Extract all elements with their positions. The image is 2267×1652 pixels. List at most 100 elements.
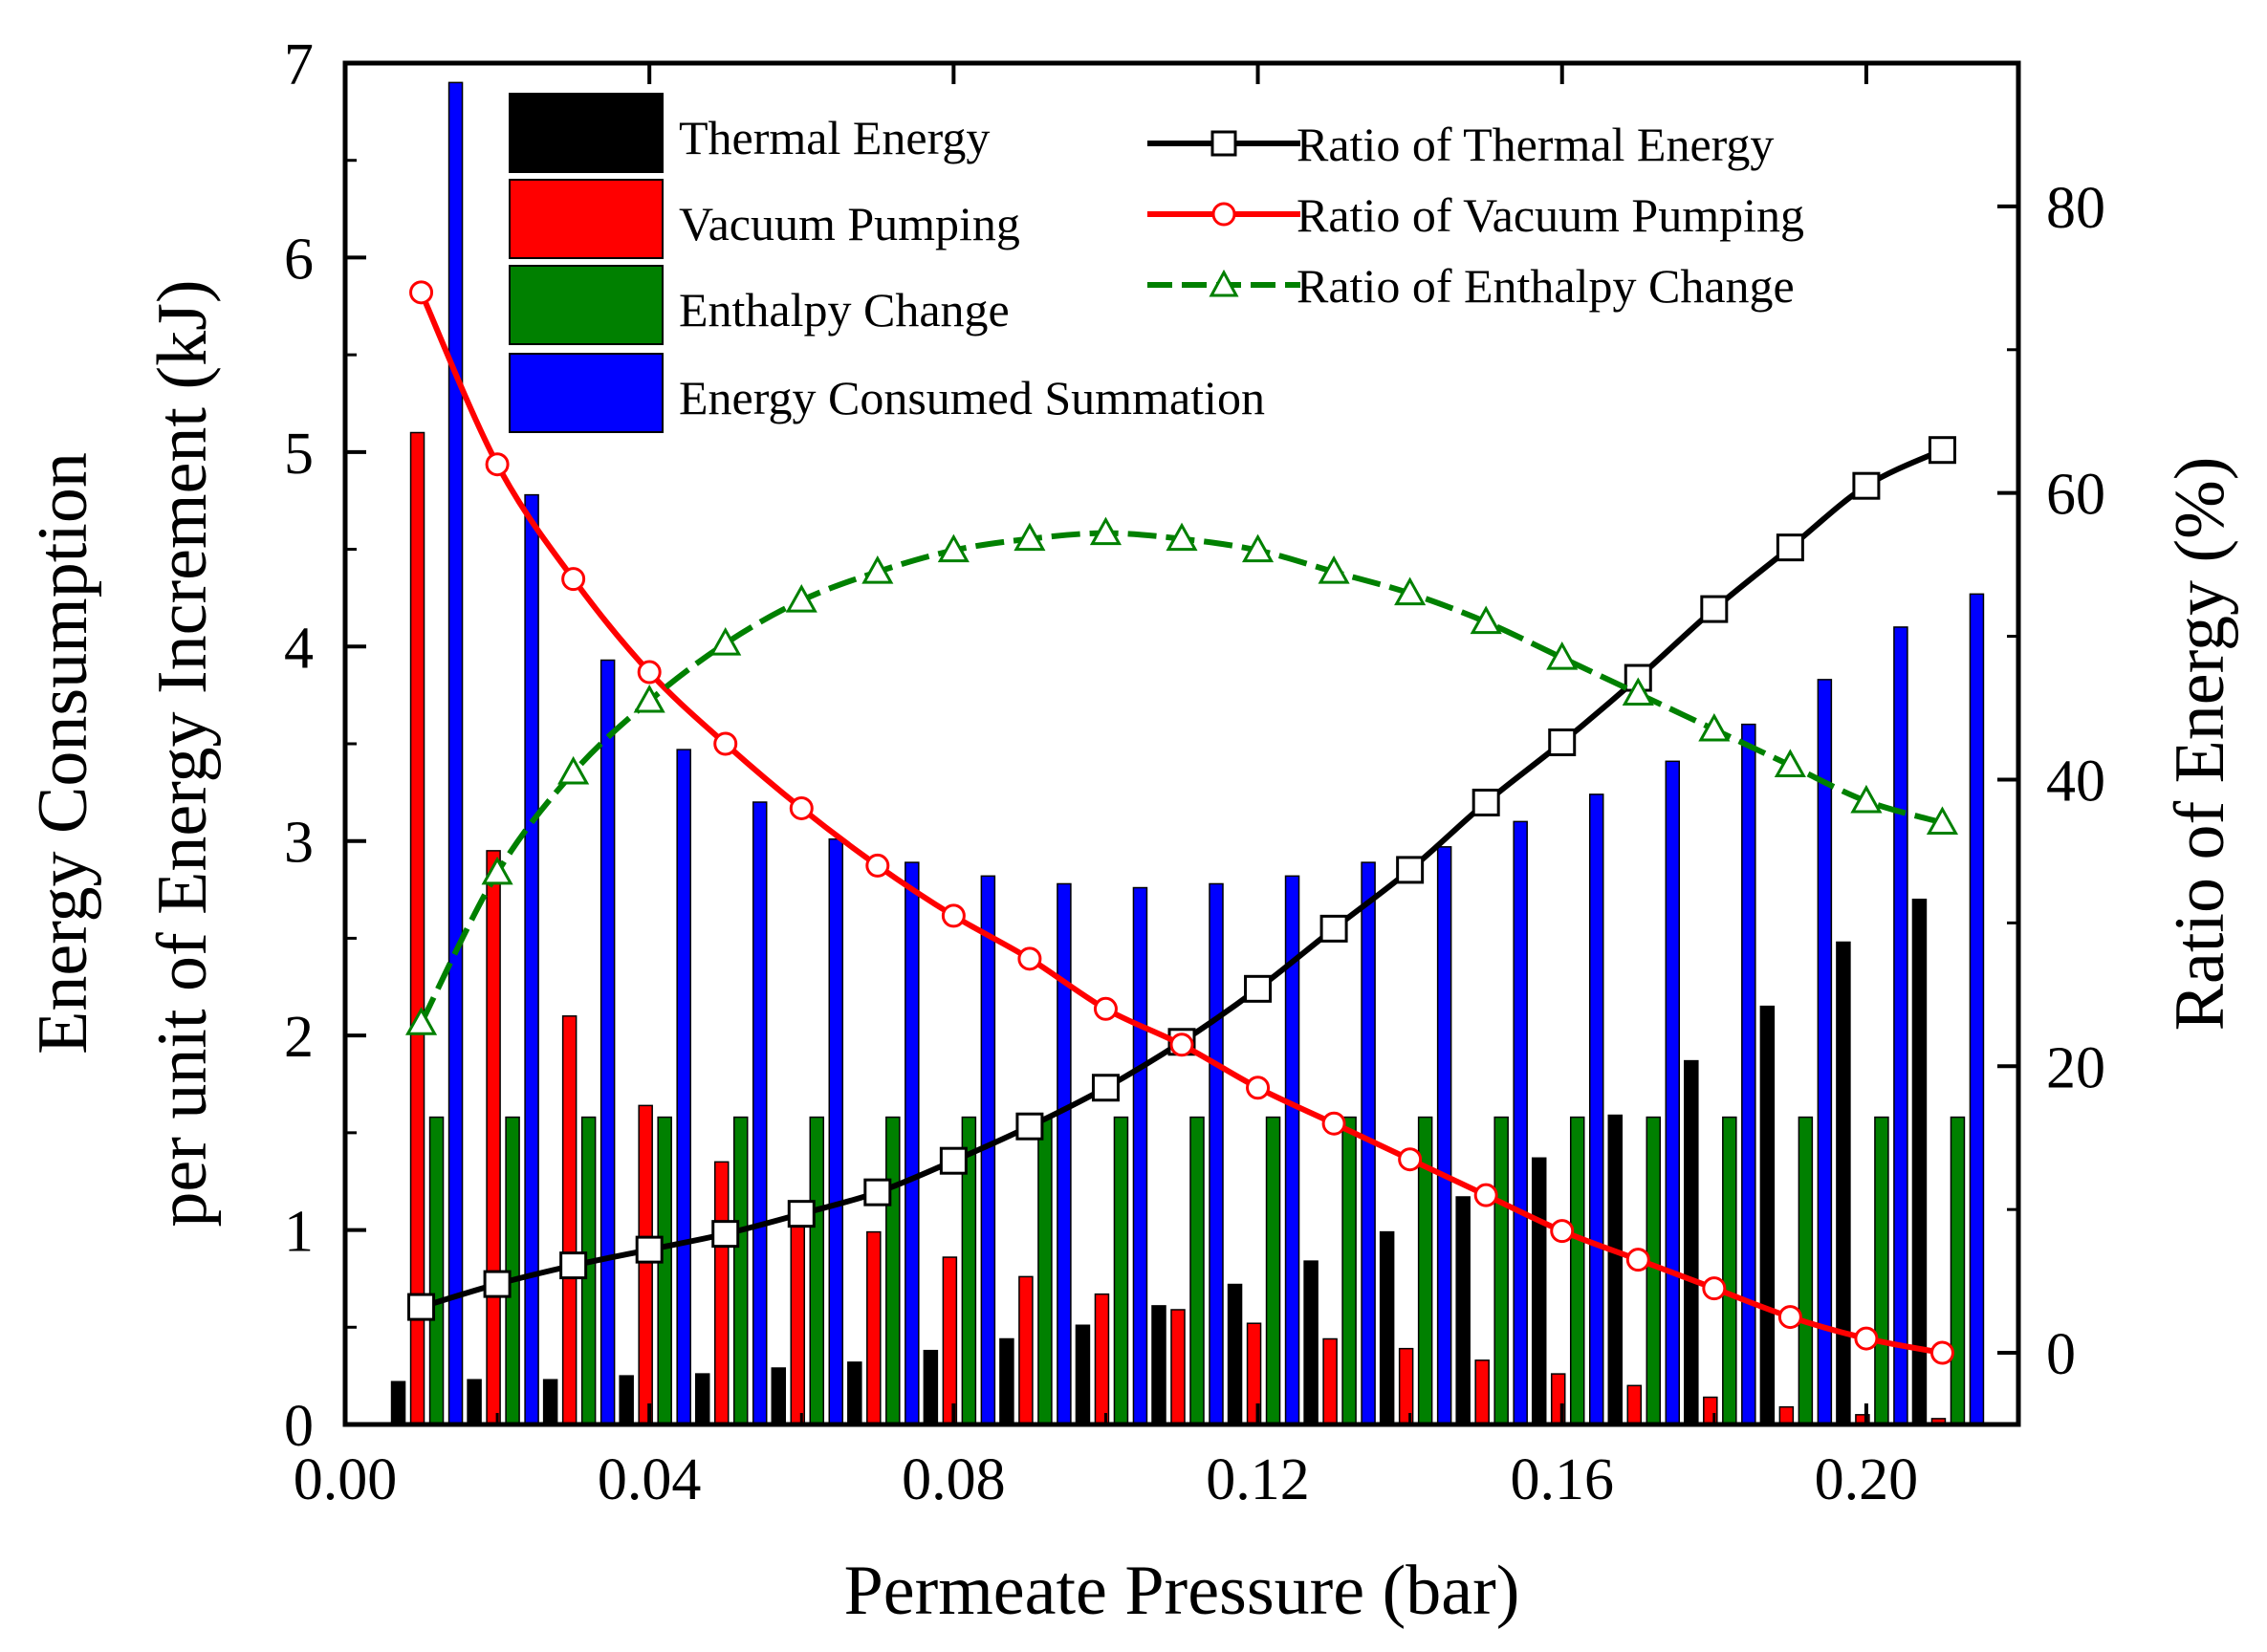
x-tick-label-5: 0.20: [1815, 1447, 1919, 1512]
point-ratio-of-thermal-energy-7: [939, 1146, 968, 1175]
bar-vacuum-pumping-14: [1474, 1359, 1490, 1425]
legend-marker-ratio-thermal: [1210, 130, 1237, 157]
bar-thermal-energy-15: [1531, 1157, 1547, 1425]
bar-thermal-energy-5: [771, 1367, 787, 1425]
left-tick-label-0: 0: [284, 1394, 314, 1459]
bar-enthalpy-change-16: [1646, 1116, 1662, 1425]
x-tick-label-1: 0.04: [598, 1447, 702, 1512]
point-ratio-of-thermal-energy-12: [1319, 914, 1348, 943]
bar-vacuum-pumping-18: [1778, 1405, 1795, 1425]
point-ratio-of-enthalpy-change-5: [785, 584, 817, 613]
bar-thermal-energy-2: [542, 1379, 558, 1425]
point-ratio-of-vacuum-pumping-2: [561, 567, 586, 592]
bar-vacuum-pumping-4: [713, 1161, 730, 1425]
bar-thermal-energy-14: [1455, 1196, 1471, 1425]
point-ratio-of-thermal-energy-17: [1700, 595, 1729, 623]
bar-thermal-energy-12: [1303, 1260, 1319, 1425]
bar-enthalpy-change-3: [657, 1116, 672, 1425]
point-ratio-of-vacuum-pumping-13: [1398, 1147, 1423, 1172]
x-tick-label-4: 0.16: [1510, 1447, 1614, 1512]
bar-energy-consumed-summation-4: [752, 801, 768, 1425]
bar-enthalpy-change-19: [1874, 1116, 1889, 1425]
line-legend: Ratio of Thermal Energy Ratio of Vacuum …: [1147, 118, 1804, 313]
bar-enthalpy-change-9: [1113, 1116, 1129, 1425]
bar-thermal-energy-8: [999, 1337, 1014, 1425]
point-ratio-of-enthalpy-change-14: [1470, 605, 1502, 635]
x-axis-title: Permeate Pressure (bar): [844, 1552, 1520, 1630]
line-ratio-of-vacuum-pumping: [418, 291, 1944, 1356]
bar-thermal-energy-4: [694, 1373, 710, 1425]
bar-enthalpy-change-18: [1798, 1116, 1814, 1425]
point-ratio-of-vacuum-pumping-10: [1169, 1032, 1194, 1057]
right-tick-label-3: 60: [2046, 463, 2105, 528]
bar-thermal-energy-19: [1836, 941, 1851, 1425]
bar-thermal-energy-13: [1379, 1230, 1395, 1425]
point-ratio-of-thermal-energy-5: [787, 1200, 816, 1228]
point-ratio-of-vacuum-pumping-17: [1702, 1276, 1727, 1301]
point-ratio-of-enthalpy-change-10: [1166, 522, 1198, 552]
point-ratio-of-thermal-energy-0: [407, 1293, 436, 1321]
line-ratio-of-thermal-energy: [420, 446, 1944, 1310]
bar-enthalpy-change-17: [1722, 1116, 1737, 1425]
bar-energy-consumed-summation-1: [524, 493, 539, 1425]
bar-vacuum-pumping-5: [790, 1202, 806, 1425]
left-tick-label-4: 4: [284, 616, 314, 681]
bar-energy-consumed-summation-14: [1513, 820, 1528, 1425]
right-tick-label-2: 40: [2046, 749, 2105, 814]
bar-vacuum-pumping-0: [409, 431, 425, 1425]
point-ratio-of-enthalpy-change-0: [404, 1007, 438, 1035]
point-ratio-of-vacuum-pumping-19: [1854, 1326, 1879, 1351]
bar-energy-consumed-summation-18: [1817, 679, 1833, 1425]
point-ratio-of-vacuum-pumping-14: [1473, 1183, 1498, 1207]
bar-enthalpy-change-6: [885, 1116, 901, 1425]
point-ratio-of-enthalpy-change-8: [1014, 522, 1046, 552]
bar-energy-consumed-summation-0: [447, 81, 464, 1425]
point-ratio-of-enthalpy-change-20: [1926, 806, 1959, 835]
right-tick-label-4: 80: [2046, 176, 2105, 241]
bar-vacuum-pumping-3: [638, 1104, 653, 1425]
bar-vacuum-pumping-10: [1170, 1309, 1186, 1425]
left-tick-label-1: 1: [284, 1200, 314, 1265]
point-ratio-of-thermal-energy-15: [1548, 728, 1577, 757]
legend-label-thermal-energy: Thermal Energy: [679, 111, 990, 164]
point-ratio-of-vacuum-pumping-12: [1321, 1111, 1346, 1136]
point-ratio-of-enthalpy-change-3: [633, 684, 665, 713]
left-tick-label-5: 5: [284, 422, 314, 487]
point-ratio-of-enthalpy-change-18: [1774, 749, 1806, 777]
legend-marker-ratio-enthalpy: [1209, 269, 1239, 297]
bar-enthalpy-change-4: [732, 1116, 749, 1425]
bar-energy-consumed-summation-9: [1132, 886, 1148, 1425]
left-tick-label-2: 2: [284, 1005, 314, 1070]
bar-thermal-energy-18: [1759, 1005, 1776, 1425]
right-tick-label-1: 20: [2046, 1035, 2105, 1100]
point-ratio-of-enthalpy-change-19: [1850, 784, 1883, 814]
bar-vacuum-pumping-2: [561, 1015, 578, 1425]
bar-vacuum-pumping-7: [942, 1256, 958, 1425]
line-layer: [404, 280, 1959, 1365]
bar-thermal-energy-1: [467, 1379, 482, 1425]
legend-swatch-thermal-energy: [509, 93, 664, 173]
point-ratio-of-vacuum-pumping-5: [789, 795, 814, 820]
bar-vacuum-pumping-6: [866, 1230, 882, 1425]
point-ratio-of-thermal-energy-6: [863, 1178, 892, 1206]
point-ratio-of-enthalpy-change-17: [1698, 712, 1731, 742]
bar-thermal-energy-6: [847, 1361, 862, 1425]
bar-energy-consumed-summation-19: [1893, 626, 1908, 1425]
legend-swatch-enthalpy-change: [509, 265, 664, 345]
point-ratio-of-enthalpy-change-16: [1622, 677, 1654, 706]
point-ratio-of-thermal-energy-18: [1776, 533, 1804, 562]
point-ratio-of-vacuum-pumping-15: [1550, 1219, 1575, 1244]
point-ratio-of-thermal-energy-8: [1015, 1112, 1044, 1141]
point-ratio-of-vacuum-pumping-11: [1246, 1076, 1271, 1100]
x-tick-label-3: 0.12: [1206, 1447, 1310, 1512]
bar-energy-consumed-summation-8: [1057, 882, 1072, 1425]
bar-energy-consumed-summation-10: [1209, 882, 1224, 1425]
right-axis-title: Ratio of Energy (%): [2161, 457, 2239, 1032]
bar-thermal-energy-0: [390, 1380, 406, 1425]
bar-thermal-energy-10: [1151, 1305, 1166, 1425]
left-tick-label-6: 6: [284, 227, 314, 292]
legend-label-energy-summation: Energy Consumed Summation: [679, 371, 1265, 424]
bar-energy-consumed-summation-17: [1741, 723, 1756, 1425]
legend-label-ratio-enthalpy: Ratio of Enthalpy Change: [1297, 259, 1795, 313]
